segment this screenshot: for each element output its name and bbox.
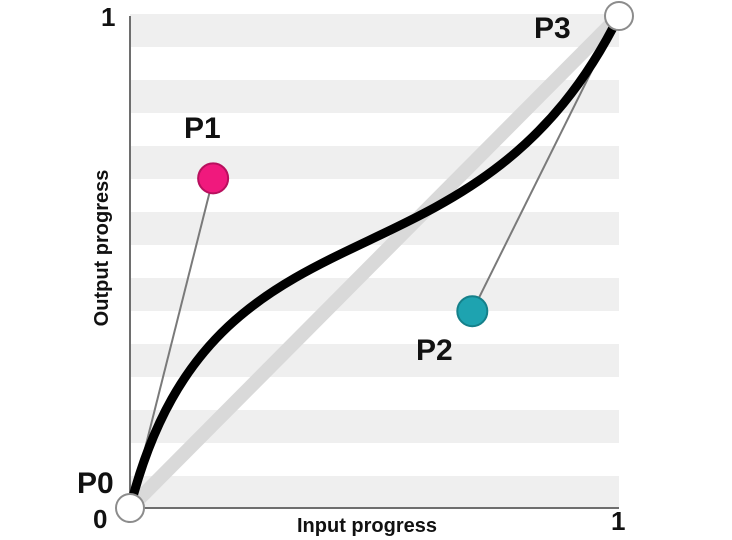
stripe-band — [130, 14, 619, 47]
x-max-tick: 1 — [611, 506, 625, 536]
y-max-tick: 1 — [101, 2, 115, 32]
stripe-band — [130, 278, 619, 311]
x-axis-title: Input progress — [297, 515, 437, 537]
y-axis-title: Output progress — [91, 170, 113, 327]
control-point-p0[interactable] — [115, 493, 145, 523]
label-p3: P3 — [534, 12, 571, 45]
label-p2: P2 — [416, 334, 453, 367]
label-p0: P0 — [77, 467, 114, 500]
control-point-p1[interactable] — [197, 162, 230, 195]
label-p1: P1 — [184, 112, 221, 145]
x-min-tick: 0 — [93, 504, 107, 534]
linear-diagonal — [123, 9, 626, 515]
background-stripes — [130, 14, 619, 508]
stripe-band — [130, 476, 619, 508]
control-point-p2[interactable] — [456, 295, 489, 328]
bezier-curve — [125, 11, 624, 513]
control-point-p3[interactable] — [604, 1, 634, 31]
